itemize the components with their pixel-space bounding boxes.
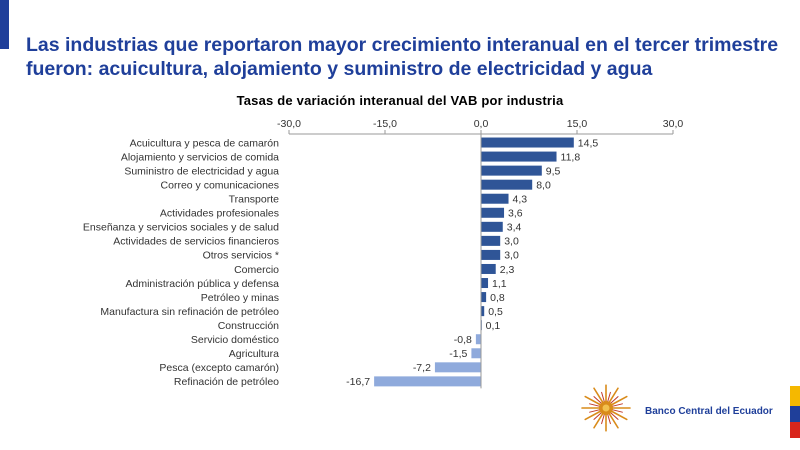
bar — [481, 278, 489, 289]
bar — [471, 348, 481, 359]
data-label: 2,3 — [500, 264, 515, 276]
category-label: Suministro de electricidad y agua — [124, 165, 279, 177]
bar — [481, 207, 505, 218]
data-label: -7,2 — [413, 362, 431, 374]
bar — [481, 165, 542, 176]
category-label: Otros servicios * — [203, 250, 279, 262]
category-label: Petróleo y minas — [201, 292, 279, 304]
bar — [481, 263, 496, 274]
category-label: Manufactura sin refinación de petróleo — [100, 306, 279, 318]
category-label: Actividades profesionales — [160, 208, 279, 220]
brand-name: Banco Central del Ecuador — [645, 406, 773, 417]
x-tick-label: 15,0 — [567, 118, 588, 130]
data-label: 0,8 — [490, 292, 505, 304]
bar — [374, 376, 481, 387]
bar — [481, 221, 503, 232]
bar — [481, 137, 574, 148]
sun-logo-icon — [581, 384, 631, 432]
x-tick-label: -15,0 — [373, 118, 397, 130]
x-tick-label: 30,0 — [663, 118, 684, 130]
flag-stripe-blue — [790, 406, 800, 422]
category-label: Correo y comunicaciones — [161, 179, 279, 191]
category-label: Agricultura — [229, 348, 279, 360]
category-label: Administración pública y defensa — [125, 278, 279, 290]
category-label: Construcción — [218, 320, 279, 332]
category-label: Comercio — [234, 264, 279, 276]
bar — [481, 292, 487, 303]
bar — [481, 151, 557, 162]
bar — [434, 362, 481, 373]
data-label: 3,0 — [504, 250, 519, 262]
bar — [475, 334, 481, 345]
category-label: Servicio doméstico — [191, 334, 279, 346]
category-label: Actividades de servicios financieros — [113, 236, 279, 248]
category-label: Pesca (excepto camarón) — [159, 362, 279, 374]
bar — [481, 235, 501, 246]
data-label: 8,0 — [536, 179, 551, 191]
accent-bar — [0, 0, 9, 49]
category-label: Alojamiento y servicios de comida — [121, 151, 279, 163]
data-label: -1,5 — [449, 348, 467, 360]
data-label: -16,7 — [346, 376, 370, 388]
data-label: 11,8 — [561, 151, 581, 163]
bar — [481, 193, 509, 204]
category-label: Refinación de petróleo — [174, 376, 279, 388]
chart-title: Tasas de variación interanual del VAB po… — [236, 93, 564, 108]
bar — [481, 306, 485, 317]
category-label: Acuicultura y pesca de camarón — [130, 137, 280, 149]
flag-stripe-yellow — [790, 386, 800, 406]
data-label: 0,1 — [486, 320, 501, 332]
category-label: Transporte — [229, 194, 280, 206]
bar — [481, 179, 533, 190]
x-tick-label: 0,0 — [474, 118, 489, 130]
x-tick-label: -30,0 — [277, 118, 301, 130]
data-label: 3,0 — [504, 236, 519, 248]
flag-stripe-red — [790, 422, 800, 438]
slide-title: Las industrias que reportaron mayor crec… — [26, 34, 779, 80]
bar — [481, 249, 501, 260]
category-label: Enseñanza y servicios sociales y de salu… — [83, 222, 279, 234]
data-label: -0,8 — [454, 334, 472, 346]
data-label: 9,5 — [546, 165, 561, 177]
data-label: 0,5 — [488, 306, 503, 318]
data-label: 3,6 — [508, 208, 523, 220]
data-label: 14,5 — [578, 137, 599, 149]
data-label: 1,1 — [492, 278, 507, 290]
data-label: 3,4 — [507, 222, 522, 234]
data-label: 4,3 — [513, 194, 528, 206]
